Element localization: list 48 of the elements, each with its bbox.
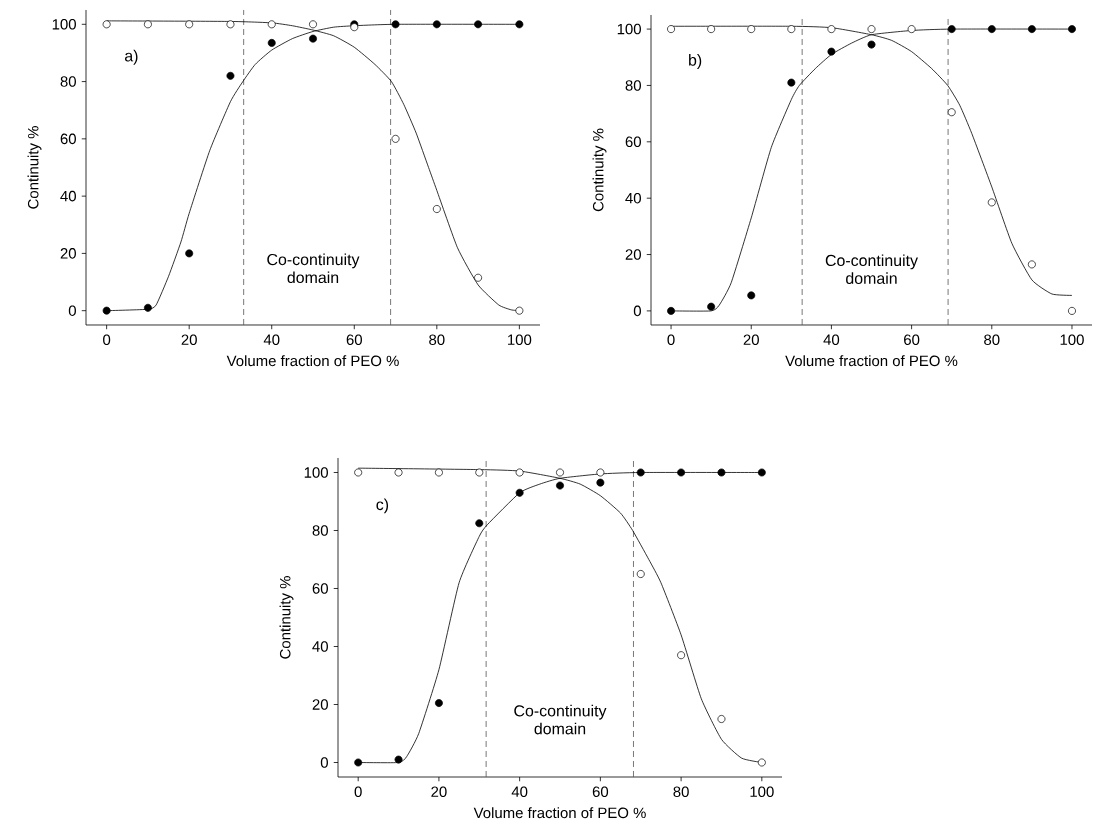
y-axis-title: Continuity %: [592, 128, 607, 212]
x-tick-label: 0: [103, 334, 111, 345]
x-axis-title: Volume fraction of PEO %: [226, 355, 399, 367]
x-tick-label: 40: [511, 786, 528, 798]
y-tick-label: 20: [625, 249, 641, 260]
y-tick-label: 20: [60, 248, 76, 259]
annotation: Co-continuity domain: [825, 254, 918, 285]
x-axis-title: Volume fraction of PEO %: [473, 807, 646, 819]
annotation: a): [124, 49, 138, 65]
y-tick-label: 100: [52, 19, 76, 30]
x-tick-label: 0: [667, 334, 675, 345]
annotation: Co-continuity domain: [267, 253, 360, 284]
x-tick-label: 100: [750, 786, 774, 798]
y-axis-title: Continuity %: [279, 576, 294, 659]
y-tick-label: 80: [312, 525, 328, 536]
y-tick-label: 20: [312, 699, 328, 710]
x-tick-label: 80: [429, 334, 445, 345]
x-tick-label: 60: [904, 334, 920, 345]
x-tick-label: 100: [508, 334, 532, 345]
y-tick-label: 0: [320, 757, 328, 768]
x-tick-label: 20: [181, 334, 197, 345]
x-tick-label: 60: [346, 334, 362, 345]
annotation: Co-continuity domain: [514, 704, 607, 735]
x-tick-label: 40: [263, 334, 280, 345]
x-tick-label: 80: [673, 786, 689, 798]
y-tick-label: 40: [625, 192, 641, 204]
y-tick-label: 100: [617, 23, 641, 35]
y-tick-label: 0: [68, 305, 76, 316]
x-tick-label: 20: [743, 334, 759, 345]
y-tick-label: 80: [60, 76, 76, 87]
y-tick-label: 100: [304, 467, 328, 478]
y-tick-label: 60: [60, 133, 76, 145]
x-tick-label: 0: [354, 786, 362, 798]
annotation: b): [689, 54, 702, 69]
y-tick-label: 80: [625, 80, 641, 91]
x-axis-title: Volume fraction of PEO %: [785, 355, 958, 367]
y-tick-label: 0: [633, 305, 641, 317]
x-tick-label: 100: [1060, 334, 1084, 345]
y-tick-label: 60: [312, 583, 328, 594]
y-tick-label: 60: [625, 136, 641, 148]
x-tick-label: 80: [984, 334, 1000, 345]
annotation: c): [376, 498, 389, 514]
y-tick-label: 40: [312, 641, 328, 652]
y-tick-label: 40: [60, 190, 76, 202]
y-axis-title: Continuity %: [27, 126, 42, 209]
x-tick-label: 40: [823, 334, 840, 345]
x-tick-label: 60: [592, 786, 609, 798]
x-tick-label: 20: [431, 786, 447, 798]
